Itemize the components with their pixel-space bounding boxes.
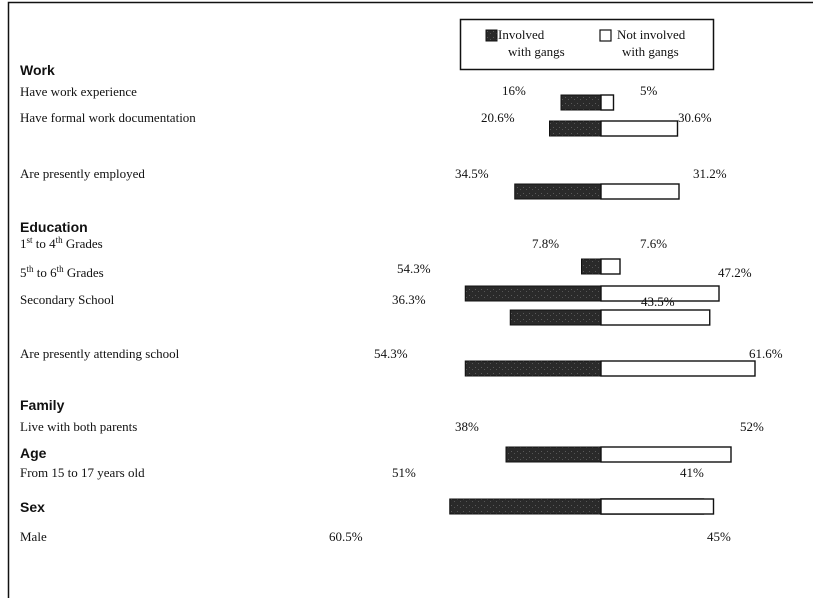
value-not-involved-3: 7.6% <box>640 236 667 251</box>
bar-involved-1 <box>549 120 602 137</box>
bar-involved-9 <box>449 498 602 515</box>
row-label-1: Have formal work documentation <box>20 110 196 125</box>
legend-label-not-involved-1: Not involved <box>617 27 686 42</box>
row-label-3: 1st to 4th Grades <box>20 235 103 251</box>
row-label-0: Have work experience <box>20 84 137 99</box>
value-involved-0: 16% <box>502 83 526 98</box>
bar-involved-3 <box>581 258 602 275</box>
legend-swatch-not-involved <box>599 29 612 42</box>
bar-not-involved-4 <box>600 285 720 302</box>
row-label-6: Are presently attending school <box>20 346 180 361</box>
row-label-9: Male <box>20 529 47 544</box>
value-not-involved-4: 47.2% <box>718 265 752 280</box>
bar-involved-5 <box>509 309 602 326</box>
bar-involved-7 <box>505 446 602 463</box>
value-not-involved-0: 5% <box>640 83 658 98</box>
value-not-involved-7: 52% <box>740 419 764 434</box>
legend-swatch-involved <box>485 29 498 42</box>
value-not-involved-5: 43.5% <box>641 294 675 309</box>
section-title-work: Work <box>20 62 55 78</box>
bar-involved-2 <box>514 183 602 200</box>
section-title-education: Education <box>20 219 88 235</box>
value-involved-6: 54.3% <box>374 346 408 361</box>
chart-frame <box>7 1 813 598</box>
bar-not-involved-9 <box>600 498 715 515</box>
legend-label-involved-2: with gangs <box>508 44 565 59</box>
section-title-family: Family <box>20 397 65 413</box>
row-label-7: Live with both parents <box>20 419 137 434</box>
row-label-5: Secondary School <box>20 292 115 307</box>
bar-not-involved-2 <box>600 183 680 200</box>
value-involved-8: 51% <box>392 465 416 480</box>
value-not-involved-2: 31.2% <box>693 166 727 181</box>
bar-involved-0 <box>560 94 602 111</box>
section-title-sex: Sex <box>20 499 45 515</box>
row-label-2: Are presently employed <box>20 166 145 181</box>
bar-not-involved-6 <box>600 360 756 377</box>
row-label-4: 5th to 6th Grades <box>20 264 104 280</box>
row-label-8: From 15 to 17 years old <box>20 465 145 480</box>
value-not-involved-6: 61.6% <box>749 346 783 361</box>
bar-not-involved-7 <box>600 446 732 463</box>
value-not-involved-1: 30.6% <box>678 110 712 125</box>
legend-label-involved-1: Involved <box>498 27 545 42</box>
section-title-age: Age <box>20 445 47 461</box>
value-involved-1: 20.6% <box>481 110 515 125</box>
value-involved-9: 60.5% <box>329 529 363 544</box>
bar-not-involved-5 <box>600 309 711 326</box>
value-not-involved-8: 41% <box>680 465 704 480</box>
bar-not-involved-3 <box>600 258 621 275</box>
value-involved-3: 7.8% <box>532 236 559 251</box>
bar-involved-6 <box>464 360 602 377</box>
legend-label-not-involved-2: with gangs <box>622 44 679 59</box>
bar-not-involved-1 <box>600 120 679 137</box>
value-not-involved-9: 45% <box>707 529 731 544</box>
value-involved-5: 36.3% <box>392 292 426 307</box>
value-involved-7: 38% <box>455 419 479 434</box>
legend-box <box>459 18 715 71</box>
bar-involved-4 <box>464 285 602 302</box>
value-involved-2: 34.5% <box>455 166 489 181</box>
bar-not-involved-0 <box>600 94 615 111</box>
value-involved-4: 54.3% <box>397 261 431 276</box>
